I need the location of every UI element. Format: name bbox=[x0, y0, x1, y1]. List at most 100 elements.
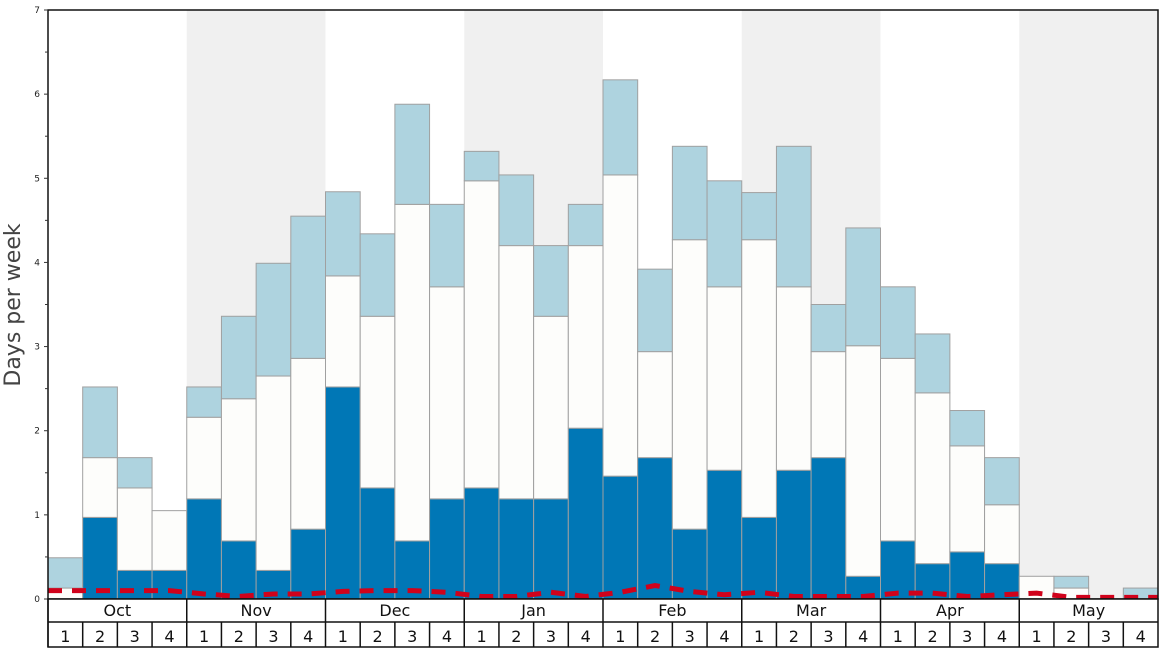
bar-light bbox=[845, 227, 881, 347]
bar-light bbox=[255, 262, 292, 377]
average-line-path bbox=[48, 582, 1158, 600]
week-label: 1 bbox=[893, 627, 903, 646]
bar-light bbox=[498, 174, 535, 247]
week-label: 2 bbox=[511, 627, 521, 646]
week-label: 1 bbox=[615, 627, 625, 646]
bar-white bbox=[602, 174, 639, 477]
bar-light bbox=[429, 203, 465, 288]
bar-dark bbox=[186, 498, 222, 600]
bar-dark bbox=[116, 569, 153, 600]
month-label: Apr bbox=[936, 601, 964, 620]
bar-white bbox=[186, 416, 222, 500]
bar-white bbox=[255, 375, 292, 571]
bar-white bbox=[325, 275, 361, 388]
bar-dark bbox=[359, 487, 396, 600]
bar-white bbox=[290, 357, 326, 530]
bar-light bbox=[1053, 575, 1090, 589]
y-tick-label: 6 bbox=[34, 90, 40, 100]
week-label: 1 bbox=[199, 627, 209, 646]
bar-white bbox=[220, 398, 257, 542]
average-line bbox=[48, 582, 1158, 600]
bar-dark bbox=[82, 516, 118, 600]
month-label: Nov bbox=[241, 601, 272, 620]
week-label: 2 bbox=[372, 627, 382, 646]
month-label: May bbox=[1072, 601, 1105, 620]
bar-light bbox=[810, 304, 847, 353]
week-label: 3 bbox=[1101, 627, 1111, 646]
bar-white bbox=[810, 351, 847, 459]
week-label: 4 bbox=[997, 627, 1007, 646]
bar-dark bbox=[325, 386, 361, 600]
week-label: 1 bbox=[754, 627, 764, 646]
bar-dark bbox=[220, 540, 257, 600]
bar-white bbox=[845, 345, 881, 577]
week-label: 2 bbox=[927, 627, 937, 646]
bar-light bbox=[290, 215, 326, 359]
y-tick-label: 2 bbox=[34, 427, 40, 437]
bar-white bbox=[741, 239, 777, 518]
bar-dark bbox=[706, 469, 743, 600]
week-label: 1 bbox=[60, 627, 70, 646]
axes: 0 1 2 3 4 5 6 7 Oct 1 2 3 4 Nov 1 2 3 4 Dec 1 2 3 4 Jan 1 2 3 4 Feb 1… bbox=[34, 6, 1159, 648]
bar-dark bbox=[533, 498, 569, 600]
bar-light bbox=[116, 457, 153, 489]
week-label: 3 bbox=[268, 627, 278, 646]
y-tick-label: 5 bbox=[34, 174, 40, 184]
bar-white bbox=[567, 245, 604, 429]
bar-white bbox=[949, 445, 986, 553]
bar-white bbox=[775, 286, 812, 471]
bar-dark bbox=[602, 475, 639, 600]
bar-dark bbox=[429, 498, 465, 600]
month-label: Dec bbox=[379, 601, 410, 620]
week-label: 4 bbox=[164, 627, 174, 646]
bar-white bbox=[151, 510, 188, 571]
bar-light bbox=[984, 457, 1020, 506]
month-shade-may bbox=[1019, 10, 1158, 599]
bar-dark bbox=[741, 516, 777, 600]
y-tick-label: 1 bbox=[34, 511, 40, 521]
bar-white bbox=[914, 392, 951, 565]
bar-dark bbox=[463, 487, 500, 600]
bar-light bbox=[671, 145, 708, 241]
y-tick-label: 7 bbox=[34, 6, 40, 16]
bar-light bbox=[359, 233, 396, 317]
week-label: 4 bbox=[581, 627, 591, 646]
week-label: 3 bbox=[823, 627, 833, 646]
bars bbox=[47, 79, 1159, 600]
week-label: 4 bbox=[1136, 627, 1146, 646]
bar-light bbox=[567, 203, 604, 247]
bar-white bbox=[637, 351, 673, 459]
bar-light bbox=[880, 286, 916, 359]
y-axis-label: Days per week bbox=[1, 223, 26, 386]
week-label: 4 bbox=[858, 627, 868, 646]
bar-light bbox=[775, 145, 812, 288]
bar-light bbox=[47, 557, 84, 589]
week-label: 3 bbox=[407, 627, 417, 646]
bar-dark bbox=[290, 528, 326, 600]
bar-white bbox=[671, 239, 708, 530]
bar-light bbox=[706, 180, 743, 288]
bar-light bbox=[533, 245, 569, 317]
bar-light bbox=[220, 315, 257, 400]
bar-light bbox=[394, 103, 431, 205]
week-label: 3 bbox=[130, 627, 140, 646]
bar-white bbox=[463, 180, 500, 489]
bar-white bbox=[429, 286, 465, 500]
bar-dark bbox=[810, 457, 847, 600]
bar-dark bbox=[637, 457, 673, 600]
week-label: 1 bbox=[338, 627, 348, 646]
bar-light bbox=[463, 150, 500, 182]
week-label: 4 bbox=[442, 627, 452, 646]
week-label: 4 bbox=[303, 627, 313, 646]
week-label: 3 bbox=[546, 627, 556, 646]
bar-dark bbox=[151, 569, 188, 600]
bar-dark bbox=[775, 469, 812, 600]
week-label: 4 bbox=[719, 627, 729, 646]
y-tick-label: 0 bbox=[34, 595, 40, 605]
week-label: 1 bbox=[477, 627, 487, 646]
month-label: Feb bbox=[658, 601, 686, 620]
week-label: 1 bbox=[1032, 627, 1042, 646]
week-label: 2 bbox=[650, 627, 660, 646]
week-label: 2 bbox=[1066, 627, 1076, 646]
week-label: 2 bbox=[234, 627, 244, 646]
